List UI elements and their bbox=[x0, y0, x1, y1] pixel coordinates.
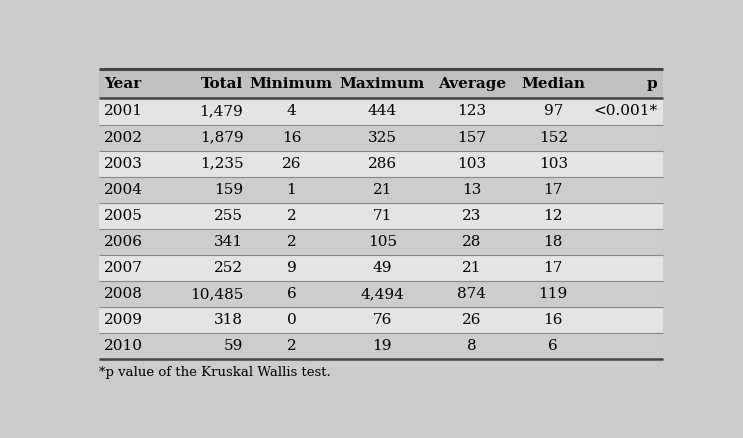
Text: 13: 13 bbox=[462, 183, 481, 197]
Text: 119: 119 bbox=[539, 287, 568, 301]
Text: Year: Year bbox=[104, 77, 142, 91]
Text: 76: 76 bbox=[373, 313, 392, 327]
Text: 2009: 2009 bbox=[104, 313, 143, 327]
Text: 444: 444 bbox=[368, 105, 397, 119]
Text: 123: 123 bbox=[457, 105, 486, 119]
Text: 2001: 2001 bbox=[104, 105, 143, 119]
Text: 103: 103 bbox=[539, 157, 568, 171]
Text: 23: 23 bbox=[462, 209, 481, 223]
Text: 1,479: 1,479 bbox=[200, 105, 244, 119]
Text: 2003: 2003 bbox=[104, 157, 143, 171]
Text: 2006: 2006 bbox=[104, 235, 143, 249]
Bar bbox=[99, 151, 663, 177]
Text: 16: 16 bbox=[282, 131, 301, 145]
Text: 28: 28 bbox=[462, 235, 481, 249]
Text: <0.001*: <0.001* bbox=[593, 105, 657, 119]
Text: 1: 1 bbox=[287, 183, 296, 197]
Text: 1,235: 1,235 bbox=[200, 157, 244, 171]
Bar bbox=[99, 203, 663, 229]
Text: 6: 6 bbox=[548, 339, 558, 353]
Text: Median: Median bbox=[522, 77, 585, 91]
Bar bbox=[99, 333, 663, 360]
Text: 10,485: 10,485 bbox=[190, 287, 244, 301]
Bar bbox=[99, 177, 663, 203]
Text: *p value of the Kruskal Wallis test.: *p value of the Kruskal Wallis test. bbox=[99, 366, 331, 379]
Text: 1,879: 1,879 bbox=[200, 131, 244, 145]
Text: Minimum: Minimum bbox=[250, 77, 333, 91]
Text: 59: 59 bbox=[224, 339, 244, 353]
Text: 103: 103 bbox=[457, 157, 486, 171]
Text: 26: 26 bbox=[462, 313, 481, 327]
Text: 2004: 2004 bbox=[104, 183, 143, 197]
Bar bbox=[99, 70, 663, 99]
Text: 26: 26 bbox=[282, 157, 301, 171]
Text: 18: 18 bbox=[544, 235, 563, 249]
Bar bbox=[99, 99, 663, 124]
Text: 12: 12 bbox=[543, 209, 563, 223]
Text: p: p bbox=[646, 77, 657, 91]
Text: 2005: 2005 bbox=[104, 209, 143, 223]
Text: 286: 286 bbox=[368, 157, 397, 171]
Text: 874: 874 bbox=[457, 287, 486, 301]
Text: 8: 8 bbox=[467, 339, 476, 353]
Text: 17: 17 bbox=[544, 261, 563, 275]
Text: 105: 105 bbox=[368, 235, 397, 249]
Text: 17: 17 bbox=[544, 183, 563, 197]
Text: Maximum: Maximum bbox=[340, 77, 425, 91]
Text: 2007: 2007 bbox=[104, 261, 143, 275]
Text: 21: 21 bbox=[462, 261, 481, 275]
Text: 255: 255 bbox=[215, 209, 244, 223]
Text: 71: 71 bbox=[373, 209, 392, 223]
Text: 152: 152 bbox=[539, 131, 568, 145]
Text: 97: 97 bbox=[544, 105, 563, 119]
Text: 2: 2 bbox=[287, 339, 296, 353]
Text: 6: 6 bbox=[287, 287, 296, 301]
Text: 157: 157 bbox=[457, 131, 486, 145]
Text: 2: 2 bbox=[287, 209, 296, 223]
Bar bbox=[99, 281, 663, 307]
Text: 4: 4 bbox=[287, 105, 296, 119]
Bar bbox=[99, 307, 663, 333]
Text: 318: 318 bbox=[215, 313, 244, 327]
Text: 49: 49 bbox=[372, 261, 392, 275]
Text: 325: 325 bbox=[368, 131, 397, 145]
Text: 159: 159 bbox=[214, 183, 244, 197]
Text: 21: 21 bbox=[372, 183, 392, 197]
Text: 2002: 2002 bbox=[104, 131, 143, 145]
Text: 2008: 2008 bbox=[104, 287, 143, 301]
Text: 252: 252 bbox=[214, 261, 244, 275]
Bar bbox=[99, 229, 663, 255]
Text: 4,494: 4,494 bbox=[360, 287, 404, 301]
Text: 19: 19 bbox=[372, 339, 392, 353]
Text: 2: 2 bbox=[287, 235, 296, 249]
Text: 341: 341 bbox=[214, 235, 244, 249]
Text: Total: Total bbox=[201, 77, 244, 91]
Text: 2010: 2010 bbox=[104, 339, 143, 353]
Text: 9: 9 bbox=[287, 261, 296, 275]
Bar bbox=[99, 124, 663, 151]
Text: 0: 0 bbox=[287, 313, 296, 327]
Text: Average: Average bbox=[438, 77, 506, 91]
Bar bbox=[99, 255, 663, 281]
Text: 16: 16 bbox=[543, 313, 563, 327]
